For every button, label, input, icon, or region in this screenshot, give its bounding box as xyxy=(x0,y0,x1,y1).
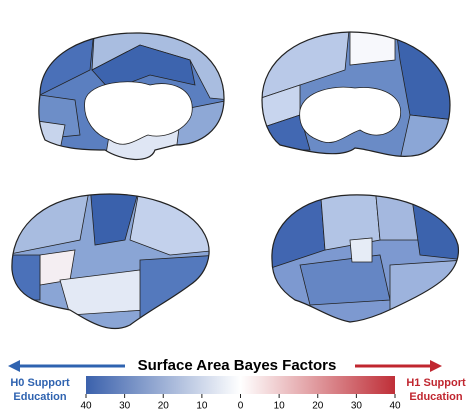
colorbar-tick-label: 30 xyxy=(119,401,131,412)
colorbar-tick-label: 20 xyxy=(158,401,170,412)
brain-outline xyxy=(261,31,451,157)
brain-outline xyxy=(11,193,210,330)
colorbar xyxy=(86,376,395,394)
colorbar-tick-label: 40 xyxy=(80,401,92,412)
brain-medial-left xyxy=(38,32,225,160)
brain-lateral-left xyxy=(11,194,210,329)
brain-outline xyxy=(271,194,460,323)
colorbar-title: Surface Area Bayes Factors xyxy=(138,357,337,374)
right-label: H1 Support xyxy=(406,377,466,389)
brain-lateral-right xyxy=(271,194,459,322)
colorbar-tick-label: 0 xyxy=(238,401,244,412)
left-label: H0 Support xyxy=(10,377,70,389)
colorbar-tick-label: 40 xyxy=(389,401,401,412)
colorbar-tick-label: 20 xyxy=(312,401,324,412)
right-label: Education xyxy=(409,391,462,403)
colorbar-tick-label: 30 xyxy=(351,401,363,412)
colorbar-tick-label: 10 xyxy=(196,401,208,412)
left-label: Education xyxy=(13,391,66,403)
brain-outline xyxy=(38,32,225,161)
arrow-right xyxy=(355,360,442,372)
colorbar-tick-label: 10 xyxy=(274,401,286,412)
colorbar-ticks: 40 30 20 10 0 10 20 30 40 xyxy=(80,394,401,412)
arrow-left xyxy=(8,360,125,372)
